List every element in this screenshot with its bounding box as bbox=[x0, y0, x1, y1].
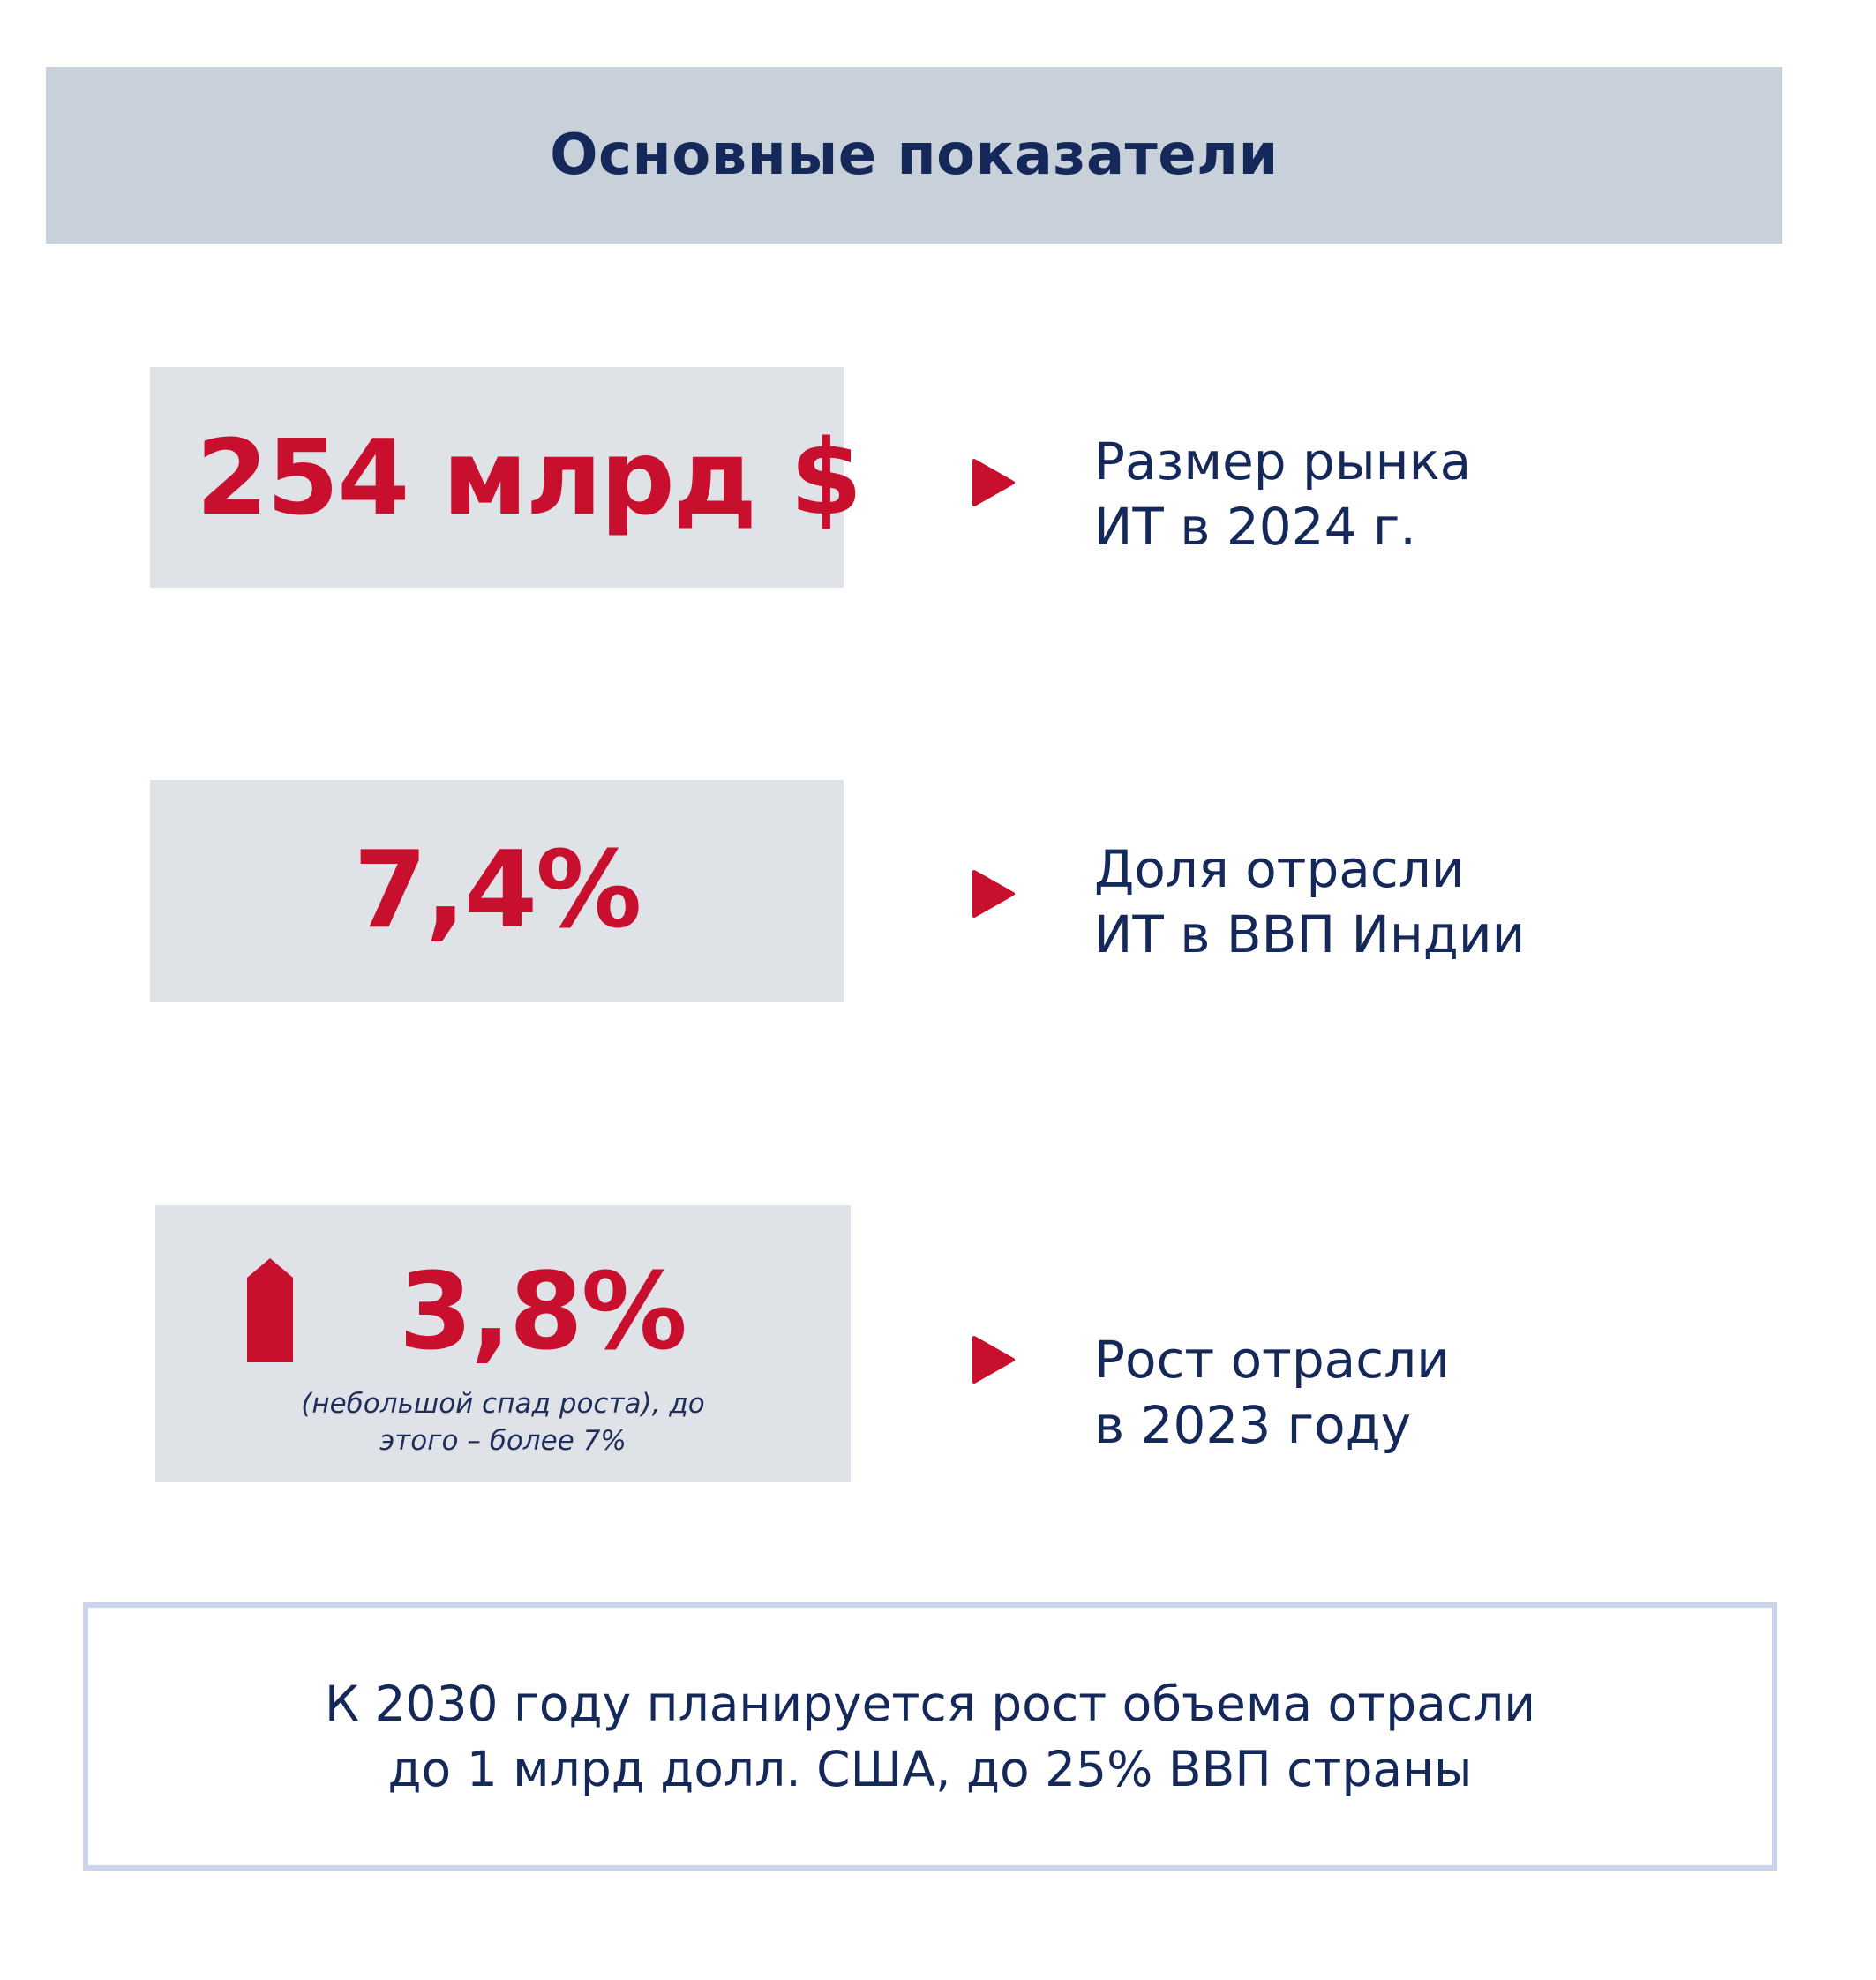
metric-box-gdp-share: 7,4% bbox=[150, 780, 844, 1002]
up-arrow-icon bbox=[247, 1258, 293, 1362]
footer-callout: К 2030 году планируется рост объема отра… bbox=[83, 1602, 1777, 1871]
metric-label-line: Размер рынка bbox=[1094, 431, 1472, 491]
metric-label: Рост отрасли в 2023 году bbox=[1094, 1327, 1450, 1458]
metric-label: Размер рынка ИТ в 2024 г. bbox=[1094, 429, 1471, 559]
metric-note-line: (небольшой спад роста), до bbox=[301, 1388, 705, 1420]
header-band: Основные показатели bbox=[46, 67, 1782, 244]
metric-label-line: Рост отрасли bbox=[1094, 1330, 1450, 1390]
triangle-bullet-icon bbox=[972, 459, 1015, 506]
metric-label-line: в 2023 году bbox=[1094, 1395, 1412, 1455]
footer-text-line: до 1 млрд долл. США, до 25% ВВП страны bbox=[387, 1741, 1473, 1797]
metric-label: Доля отрасли ИТ в ВВП Индии bbox=[1094, 836, 1525, 967]
triangle-bullet-icon bbox=[972, 870, 1015, 918]
metric-value: 3,8% bbox=[399, 1251, 687, 1374]
metric-note-line: этого – более 7% bbox=[379, 1425, 627, 1457]
metric-note: (небольшой спад роста), до этого – более… bbox=[155, 1385, 851, 1459]
footer-text-line: К 2030 году планируется рост объема отра… bbox=[325, 1676, 1535, 1732]
metric-box-growth: 3,8% (небольшой спад роста), до этого – … bbox=[155, 1205, 851, 1482]
triangle-bullet-icon bbox=[972, 1336, 1015, 1384]
metric-value: 7,4% bbox=[353, 829, 642, 952]
metric-box-market-size: 254 млрд $ bbox=[150, 367, 862, 588]
metric-value: 254 млрд $ bbox=[196, 416, 862, 538]
page-title: Основные показатели bbox=[550, 123, 1279, 188]
metric-label-line: ИТ в 2024 г. bbox=[1094, 497, 1416, 557]
metric-label-line: ИТ в ВВП Индии bbox=[1094, 904, 1526, 964]
metric-label-line: Доля отрасли bbox=[1094, 839, 1465, 899]
